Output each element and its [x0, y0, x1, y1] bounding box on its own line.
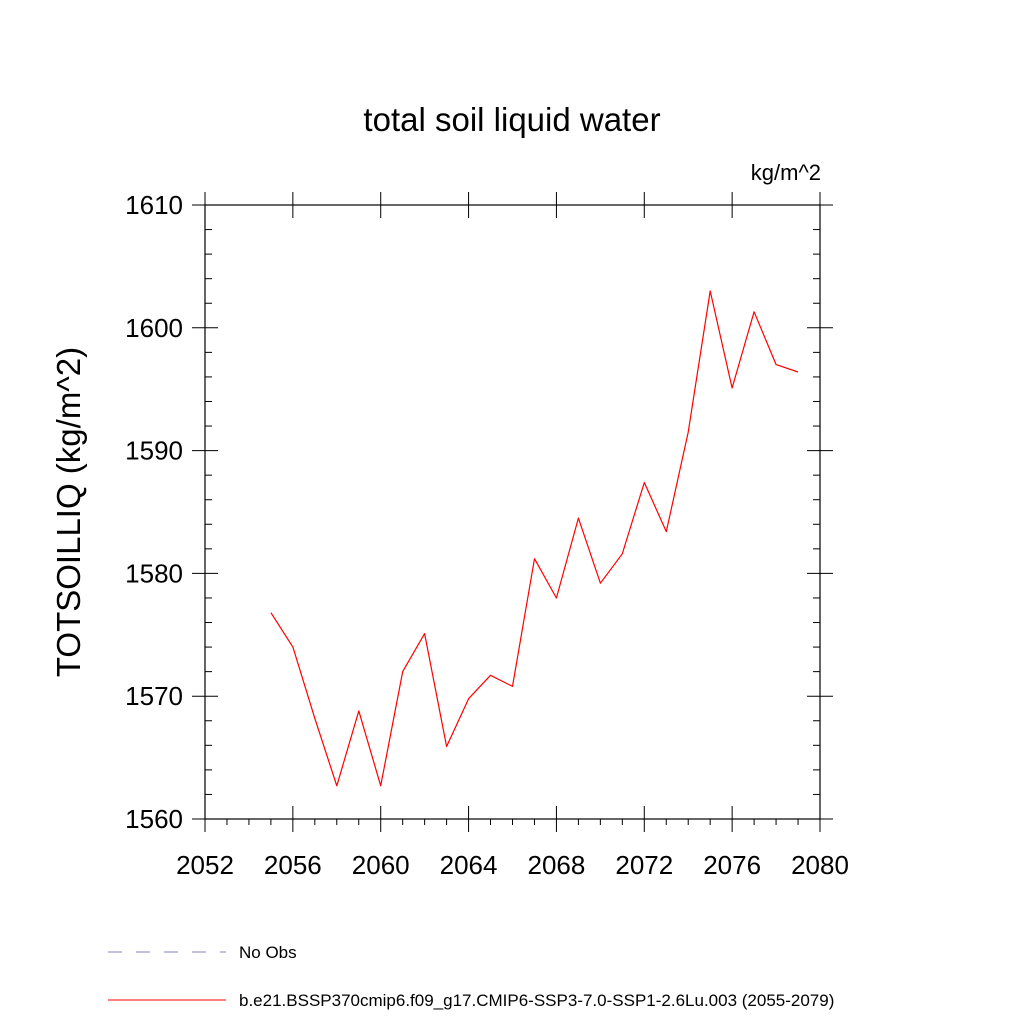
y-tick-label: 1590	[125, 436, 183, 466]
x-tick-label: 2056	[264, 850, 322, 880]
x-tick-label: 2064	[440, 850, 498, 880]
plot-frame	[204, 204, 821, 820]
axis-ticks	[192, 192, 833, 832]
legend: No Obs b.e21.BSSP370cmip6.f09_g17.CMIP6-S…	[108, 943, 834, 1010]
x-tick-label: 2072	[615, 850, 673, 880]
y-tick-label: 1610	[125, 190, 183, 220]
series-line	[270, 290, 799, 787]
legend-label: No Obs	[239, 943, 297, 962]
y-tick-label: 1570	[125, 681, 183, 711]
y-axis-label: TOTSOILLIQ (kg/m^2)	[50, 347, 87, 677]
x-tick-label: 2076	[703, 850, 761, 880]
series-group	[270, 290, 799, 787]
x-tick-label: 2068	[528, 850, 586, 880]
legend-label: b.e21.BSSP370cmip6.f09_g17.CMIP6-SSP3-7.…	[239, 991, 834, 1010]
y-tick-label: 1600	[125, 313, 183, 343]
x-tick-label: 2060	[352, 850, 410, 880]
x-tick-label: 2052	[176, 850, 234, 880]
y-tick-label: 1560	[125, 804, 183, 834]
axis-tick-labels: 2052 2056 2060 2064 2068 2072 2076 2080 1560 1570…	[125, 190, 849, 880]
y-tick-label: 1580	[125, 558, 183, 588]
x-tick-label: 2080	[791, 850, 849, 880]
chart-title: total soil liquid water	[363, 101, 660, 138]
units-label: kg/m^2	[751, 160, 821, 185]
